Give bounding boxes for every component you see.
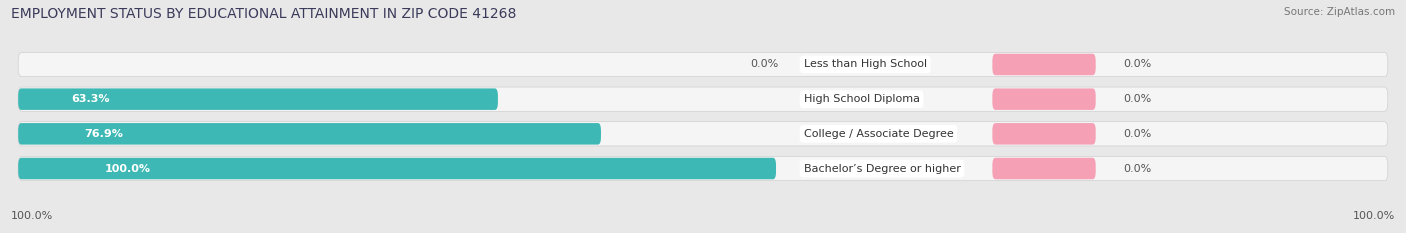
- Text: Less than High School: Less than High School: [804, 59, 927, 69]
- Text: 63.3%: 63.3%: [72, 94, 110, 104]
- FancyBboxPatch shape: [18, 87, 1388, 111]
- FancyBboxPatch shape: [18, 123, 600, 145]
- Text: 100.0%: 100.0%: [105, 164, 150, 174]
- FancyBboxPatch shape: [18, 52, 1388, 77]
- Text: 0.0%: 0.0%: [1123, 94, 1152, 104]
- Text: 100.0%: 100.0%: [1353, 211, 1395, 221]
- Text: 76.9%: 76.9%: [84, 129, 122, 139]
- Text: College / Associate Degree: College / Associate Degree: [804, 129, 953, 139]
- Text: 0.0%: 0.0%: [1123, 164, 1152, 174]
- FancyBboxPatch shape: [18, 88, 498, 110]
- Text: 0.0%: 0.0%: [751, 59, 779, 69]
- Text: High School Diploma: High School Diploma: [804, 94, 920, 104]
- FancyBboxPatch shape: [993, 158, 1095, 179]
- FancyBboxPatch shape: [993, 88, 1095, 110]
- FancyBboxPatch shape: [18, 158, 776, 179]
- FancyBboxPatch shape: [993, 54, 1095, 75]
- Text: Source: ZipAtlas.com: Source: ZipAtlas.com: [1284, 7, 1395, 17]
- Text: Bachelor’s Degree or higher: Bachelor’s Degree or higher: [804, 164, 960, 174]
- Text: EMPLOYMENT STATUS BY EDUCATIONAL ATTAINMENT IN ZIP CODE 41268: EMPLOYMENT STATUS BY EDUCATIONAL ATTAINM…: [11, 7, 516, 21]
- Text: 100.0%: 100.0%: [11, 211, 53, 221]
- FancyBboxPatch shape: [18, 122, 1388, 146]
- Text: 0.0%: 0.0%: [1123, 59, 1152, 69]
- FancyBboxPatch shape: [18, 156, 1388, 181]
- FancyBboxPatch shape: [993, 123, 1095, 145]
- Text: 0.0%: 0.0%: [1123, 129, 1152, 139]
